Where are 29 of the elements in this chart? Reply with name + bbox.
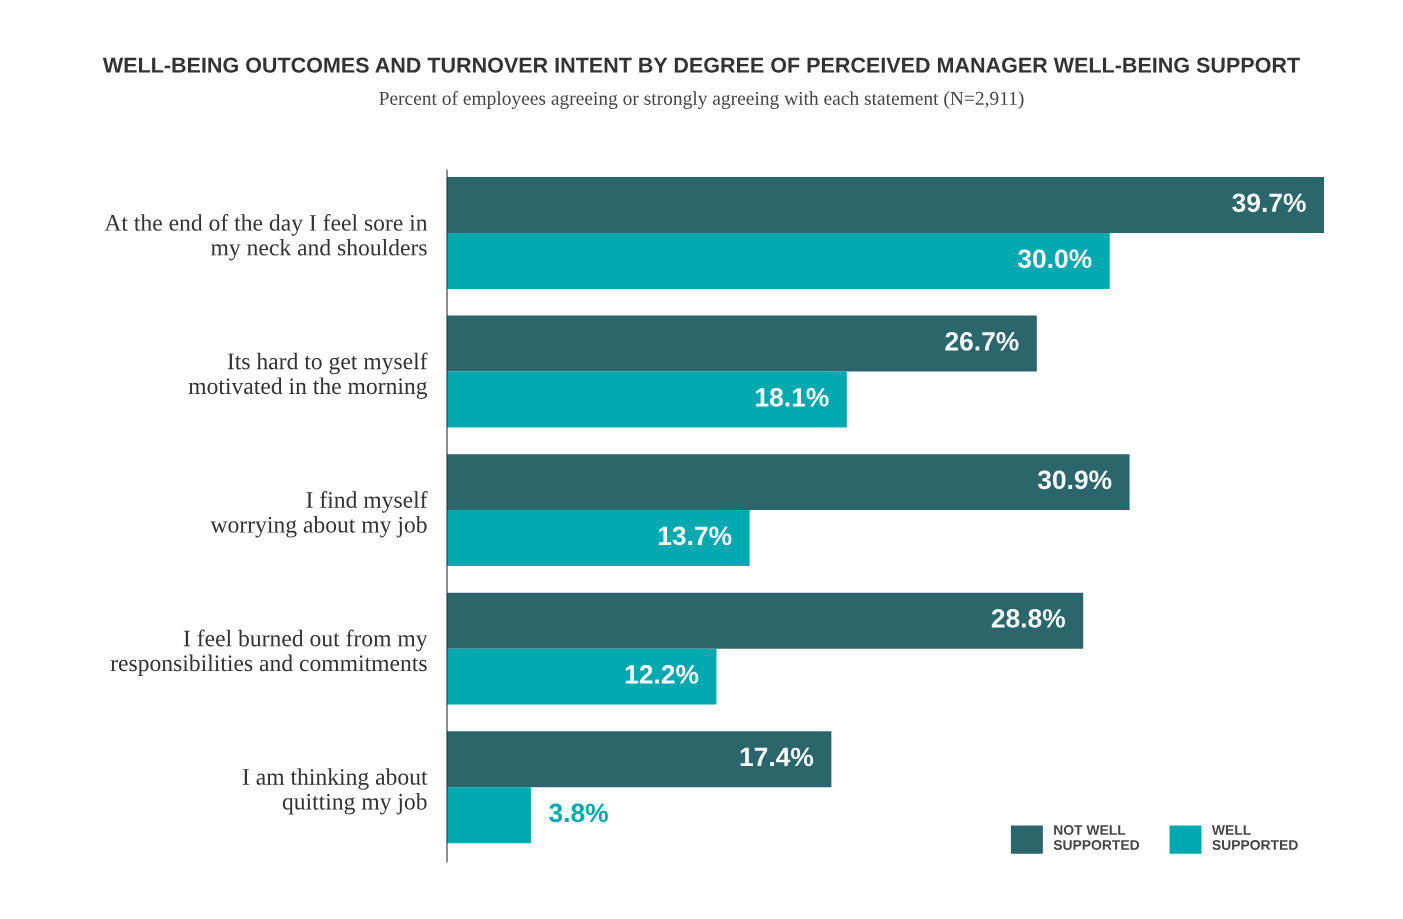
data-label: 17.4% bbox=[740, 747, 814, 767]
chart-title: WELL-BEING OUTCOMES AND TURNOVER INTENT BY DEGREE OF PERCEIVED MANAGER WELL-BEING SUPPORT bbox=[102, 57, 1300, 73]
data-label: 30.9% bbox=[1037, 470, 1112, 490]
bar bbox=[447, 315, 1037, 372]
bar bbox=[447, 371, 847, 428]
legend-label: WELL SUPPORTED bbox=[1211, 825, 1298, 850]
y-tick-label: At the end of the day I feel sore in my neck and shoulders bbox=[104, 213, 428, 261]
legend-label: NOT WELL SUPPORTED bbox=[1053, 825, 1140, 850]
bar bbox=[447, 592, 1084, 649]
bar bbox=[447, 787, 531, 844]
bar bbox=[447, 177, 1324, 234]
data-label: 12.2% bbox=[625, 665, 699, 684]
data-label: 13.7% bbox=[658, 526, 732, 546]
bar bbox=[447, 648, 717, 705]
data-label: 28.8% bbox=[991, 609, 1065, 628]
bar bbox=[447, 233, 1110, 289]
bar bbox=[447, 454, 1130, 511]
bar bbox=[447, 731, 832, 788]
y-tick-label: Its hard to get myself motivated in the morning bbox=[188, 352, 428, 399]
data-label: 39.7% bbox=[1232, 193, 1306, 213]
chart-subtitle: Percent of employees agreeing or strongly agreeing with each statement (N=2,911) bbox=[379, 91, 1024, 109]
y-tick-label: I am thinking about quitting my job bbox=[242, 768, 428, 815]
data-label: 18.1% bbox=[756, 387, 829, 407]
y-tick-label: I feel burned out from my responsibilities and commitments bbox=[110, 629, 428, 677]
bar bbox=[447, 510, 750, 567]
data-label: 30.0% bbox=[1017, 249, 1092, 269]
y-tick-label: I find myself worrying about my job bbox=[210, 491, 428, 538]
data-label: 26.7% bbox=[945, 331, 1019, 351]
data-label: 3.8% bbox=[549, 803, 608, 823]
